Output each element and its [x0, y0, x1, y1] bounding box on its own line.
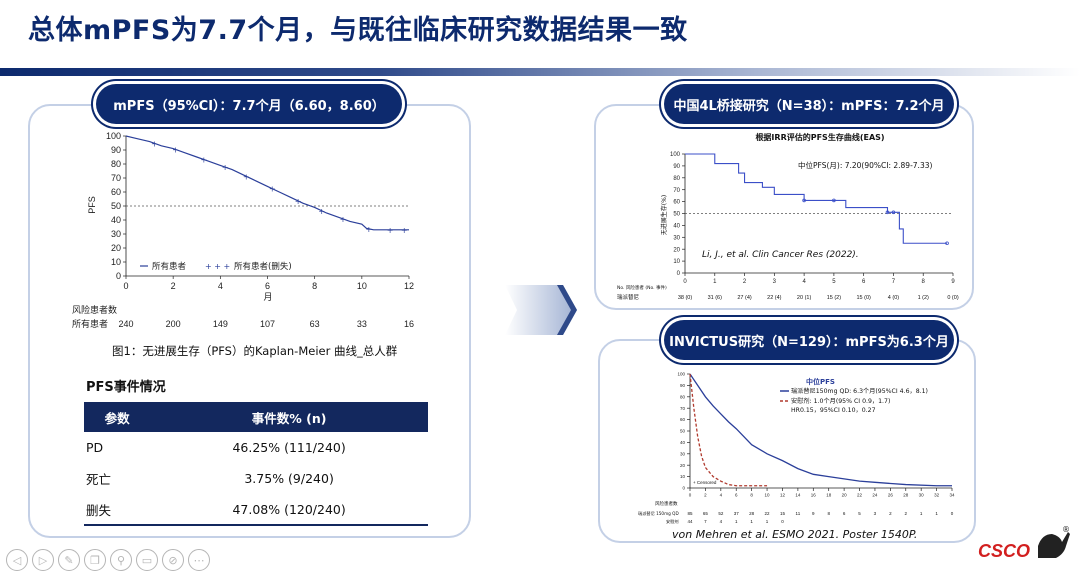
left-mpfs-banner: mPFS（95%CI）：7.7个月（6.60，8.60）	[96, 84, 402, 124]
camera-off-icon[interactable]: ⊘	[162, 549, 184, 571]
figure-caption: 图1：无进展生存（PFS）的Kaplan-Meier 曲线_总人群	[112, 344, 398, 358]
slide-title: 总体mPFS为7.7个月，与既往临床研究数据结果一致	[28, 15, 688, 46]
table-cell: 删失	[84, 494, 151, 526]
invictus-panel	[598, 339, 976, 543]
logo-mark: ®	[1062, 525, 1070, 534]
invictus-citation: von Mehren et al. ESMO 2021. Poster 1540…	[672, 528, 918, 541]
zoom-icon[interactable]: ⚲	[110, 549, 132, 571]
more-icon[interactable]: ⋯	[188, 549, 210, 571]
csco-logo: CSCO ®	[978, 525, 1070, 561]
table-row: 删失 47.08% (120/240)	[84, 494, 428, 526]
pen-icon[interactable]: ✎	[58, 549, 80, 571]
table-header: 参数	[84, 402, 151, 432]
table-header-row: 参数 事件数% (n)	[84, 402, 428, 432]
invictus-banner: INVICTUS研究（N=129）：mPFS为6.3个月	[664, 320, 954, 360]
table-cell: 47.08% (120/240)	[150, 494, 428, 526]
slide-toolbar: ◁ ▷ ✎ ❐ ⚲ ▭ ⊘ ⋯	[6, 549, 210, 571]
chevron-right-icon	[505, 285, 577, 335]
table-cell: 3.75% (9/240)	[244, 471, 334, 486]
title-rule	[0, 68, 1080, 76]
table-cell: 死亡	[86, 472, 112, 487]
copy-icon[interactable]: ❐	[84, 549, 106, 571]
subtitle-icon[interactable]: ▭	[136, 549, 158, 571]
table-header: 事件数% (n)	[150, 402, 428, 432]
china-bridge-panel	[594, 104, 974, 310]
forward-icon[interactable]: ▷	[32, 549, 54, 571]
table-row: PD 46.25% (111/240)	[84, 432, 428, 463]
table-cell: PD	[86, 440, 104, 455]
pfs-events-table: 参数 事件数% (n) PD 46.25% (111/240) 死亡 3.75%…	[84, 402, 428, 526]
pfs-events-heading: PFS事件情况	[86, 380, 166, 395]
china-bridge-banner: 中国4L桥接研究（N=38）：mPFS：7.2个月	[664, 84, 954, 124]
table-row: 死亡 3.75% (9/240)	[84, 463, 428, 494]
table-cell: 46.25% (111/240)	[232, 440, 346, 455]
logo-text: CSCO	[978, 541, 1030, 561]
back-icon[interactable]: ◁	[6, 549, 28, 571]
